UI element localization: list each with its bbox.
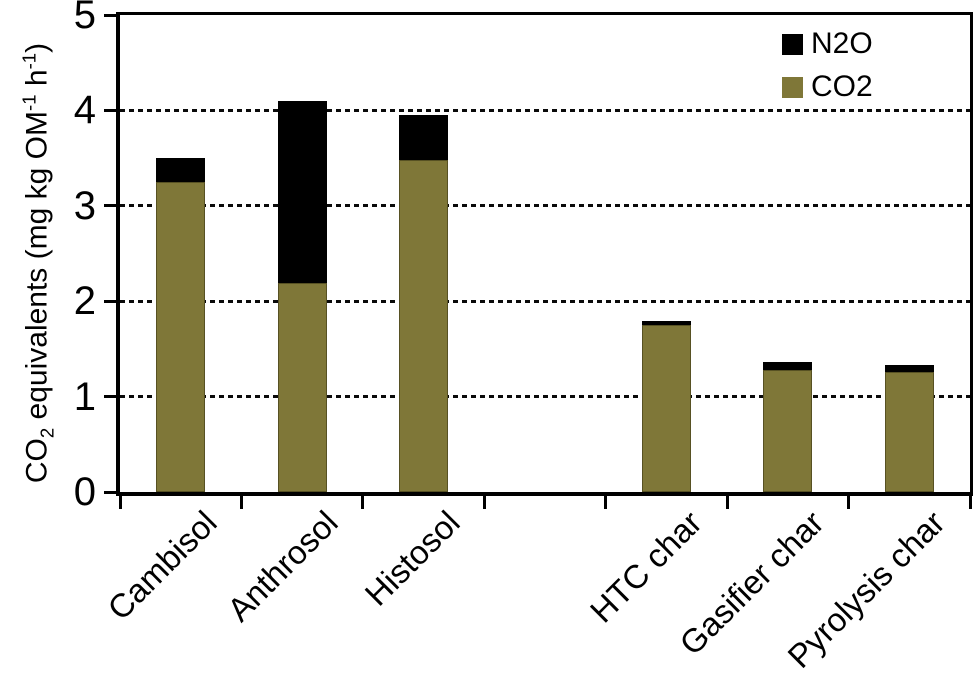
bar-segment-pyrolysis-char-co2	[884, 371, 934, 492]
y-tick-label-1: 1	[73, 374, 96, 419]
plot-area	[116, 12, 973, 496]
y-tick-label-4: 4	[73, 88, 96, 133]
legend: N2O CO2	[782, 29, 873, 102]
bar-segment-cambisol-n2o	[156, 158, 206, 182]
bar-segment-pyrolysis-char-n2o	[884, 365, 934, 372]
y-axis-title-part: )	[20, 42, 54, 53]
gridline-y-2	[120, 299, 970, 303]
y-tick-label-2: 2	[73, 279, 96, 324]
legend-label-co2: CO2	[811, 70, 873, 103]
y-tick-3	[104, 204, 117, 208]
legend-item-n2o: N2O	[782, 29, 873, 59]
y-axis-title: CO2 equivalents (mg kg OM-1 h-1)	[13, 11, 65, 516]
x-tick-5	[725, 496, 729, 509]
y-tick-label-3: 3	[73, 183, 96, 228]
bar-segment-anthrosol-co2	[277, 283, 327, 492]
x-tick-0	[118, 496, 122, 509]
y-tick-label-0: 0	[73, 470, 96, 514]
x-tick-6	[847, 496, 851, 509]
gridline-y-3	[120, 204, 970, 208]
y-tick-2	[104, 299, 117, 303]
x-tick-2	[361, 496, 365, 509]
x-tick-4	[604, 496, 608, 509]
bar-segment-gasifier-char-co2	[763, 369, 813, 492]
gridline-y-1	[120, 395, 970, 399]
legend-swatch-n2o	[782, 33, 803, 55]
bar-segment-gasifier-char-n2o	[763, 362, 813, 370]
y-tick-5	[104, 13, 117, 17]
bar-segment-cambisol-co2	[156, 181, 206, 492]
legend-item-co2: CO2	[782, 72, 873, 102]
legend-swatch-co2	[782, 76, 803, 98]
legend-label-n2o: N2O	[811, 27, 873, 60]
x-tick-7	[968, 496, 972, 509]
bar-segment-anthrosol-n2o	[277, 100, 327, 284]
x-tick-3	[482, 496, 486, 509]
y-tick-label-5: 5	[73, 0, 96, 37]
bar-segment-htc-char-co2	[641, 325, 691, 492]
bar-segment-histosol-n2o	[399, 115, 449, 160]
y-axis-title-part: -1	[18, 52, 40, 70]
gridline-y-4	[120, 108, 970, 112]
bar-segment-htc-char-n2o	[641, 321, 691, 325]
y-tick-4	[104, 108, 117, 112]
x-tick-1	[239, 496, 243, 509]
y-tick-0	[104, 490, 117, 494]
y-axis-title-part: 2	[36, 427, 58, 439]
bar-segment-histosol-co2	[399, 160, 449, 492]
y-tick-1	[104, 395, 117, 399]
